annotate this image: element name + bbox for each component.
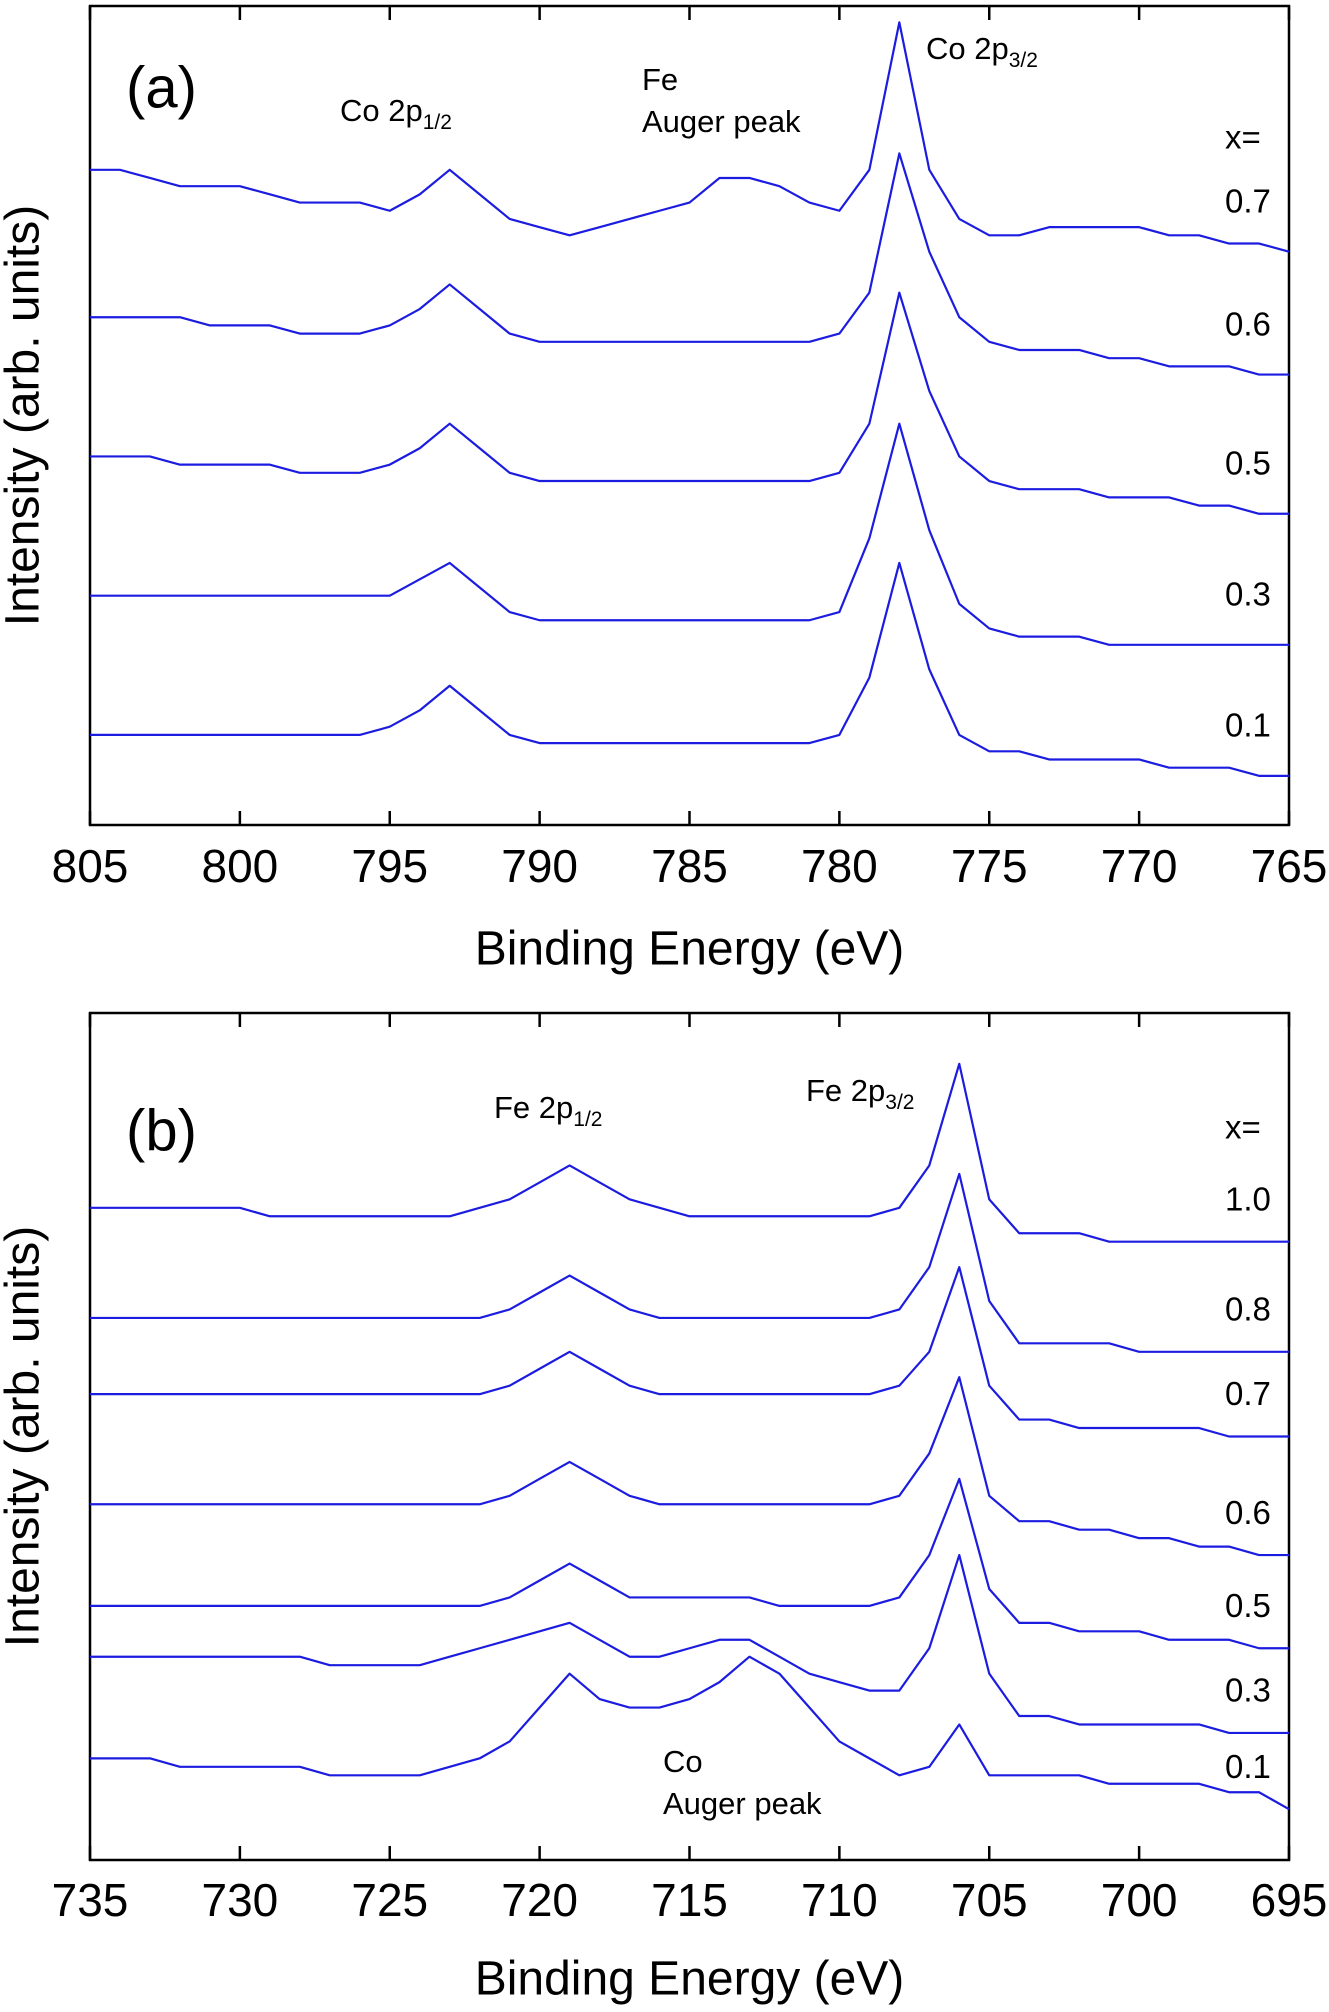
x-tick-label: 770 bbox=[1101, 840, 1178, 892]
x-tick-label: 780 bbox=[801, 840, 878, 892]
annotation: Co 2p3/2 bbox=[926, 31, 1038, 71]
spectrum-line bbox=[90, 561, 1289, 777]
series-label: 0.3 bbox=[1225, 576, 1271, 613]
panel-label: (a) bbox=[126, 55, 197, 120]
panel-label: (b) bbox=[126, 1098, 197, 1163]
x-axis-title: Binding Energy (eV) bbox=[475, 1953, 905, 2006]
annotation: Co bbox=[663, 1744, 703, 1779]
x-tick-label: 800 bbox=[202, 840, 279, 892]
x-tick-label: 735 bbox=[52, 1874, 129, 1926]
x-tick-label: 710 bbox=[801, 1874, 878, 1926]
y-axis-title: Intensity (arb. units) bbox=[0, 205, 50, 627]
series-label: 0.1 bbox=[1225, 707, 1271, 744]
annotation-subscript: 1/2 bbox=[573, 1108, 602, 1131]
spectrum-line bbox=[90, 1172, 1289, 1353]
annotation: Co 2p1/2 bbox=[340, 93, 452, 133]
series-label: 0.5 bbox=[1225, 1587, 1271, 1624]
annotation: Fe 2p3/2 bbox=[806, 1073, 914, 1113]
annotation: Auger peak bbox=[642, 104, 801, 139]
x-tick-label: 795 bbox=[351, 840, 428, 892]
annotation: Auger peak bbox=[663, 1786, 822, 1821]
x-tick-label: 715 bbox=[651, 1874, 728, 1926]
x-tick-label: 700 bbox=[1101, 1874, 1178, 1926]
annotation: Fe bbox=[642, 62, 678, 97]
legend-title: x= bbox=[1225, 1108, 1261, 1145]
x-tick-label: 720 bbox=[501, 1874, 578, 1926]
y-axis-title: Intensity (arb. units) bbox=[0, 1226, 50, 1648]
spectrum-line bbox=[90, 1553, 1289, 1735]
x-tick-label: 705 bbox=[951, 1874, 1028, 1926]
annotation-subscript: 1/2 bbox=[423, 111, 452, 134]
x-tick-label: 695 bbox=[1251, 1874, 1328, 1926]
annotation: Fe 2p1/2 bbox=[494, 1090, 602, 1130]
annotation-text: Co 2p bbox=[926, 31, 1009, 66]
series-label: 0.8 bbox=[1225, 1291, 1271, 1328]
series-label: 0.1 bbox=[1225, 1748, 1271, 1785]
spectrum-line bbox=[90, 1266, 1289, 1438]
series-label: 0.7 bbox=[1225, 182, 1271, 219]
spectrum-line bbox=[90, 21, 1290, 253]
series-label: 0.7 bbox=[1225, 1375, 1271, 1412]
spectrum-line bbox=[90, 291, 1289, 515]
annotation-subscript: 3/2 bbox=[1009, 49, 1038, 72]
series-label: 0.5 bbox=[1225, 444, 1271, 481]
spectrum-line bbox=[90, 1376, 1289, 1557]
spectrum-line bbox=[90, 1062, 1289, 1243]
annotation-subscript: 3/2 bbox=[885, 1091, 914, 1114]
annotation-text: Fe 2p bbox=[806, 1073, 885, 1108]
x-tick-label: 790 bbox=[501, 840, 578, 892]
series-label: 0.3 bbox=[1225, 1672, 1271, 1709]
series-label: 0.6 bbox=[1225, 1494, 1271, 1531]
series-label: 0.6 bbox=[1225, 305, 1271, 342]
annotation-text: Co 2p bbox=[340, 93, 423, 128]
x-tick-label: 725 bbox=[351, 1874, 428, 1926]
x-tick-label: 765 bbox=[1251, 840, 1328, 892]
spectrum-line bbox=[90, 1477, 1289, 1650]
annotation-text: Fe 2p bbox=[494, 1090, 573, 1125]
legend-title: x= bbox=[1225, 118, 1261, 155]
x-tick-label: 775 bbox=[951, 840, 1028, 892]
spectrum-line bbox=[90, 152, 1289, 376]
spectrum-line bbox=[90, 422, 1289, 646]
x-tick-label: 805 bbox=[52, 840, 129, 892]
plot-frame bbox=[88, 1011, 1291, 1862]
x-axis-title: Binding Energy (eV) bbox=[475, 923, 905, 976]
series-label: 1.0 bbox=[1225, 1180, 1271, 1217]
x-tick-label: 730 bbox=[202, 1874, 279, 1926]
spectrum-line bbox=[90, 1655, 1290, 1811]
x-tick-label: 785 bbox=[651, 840, 728, 892]
